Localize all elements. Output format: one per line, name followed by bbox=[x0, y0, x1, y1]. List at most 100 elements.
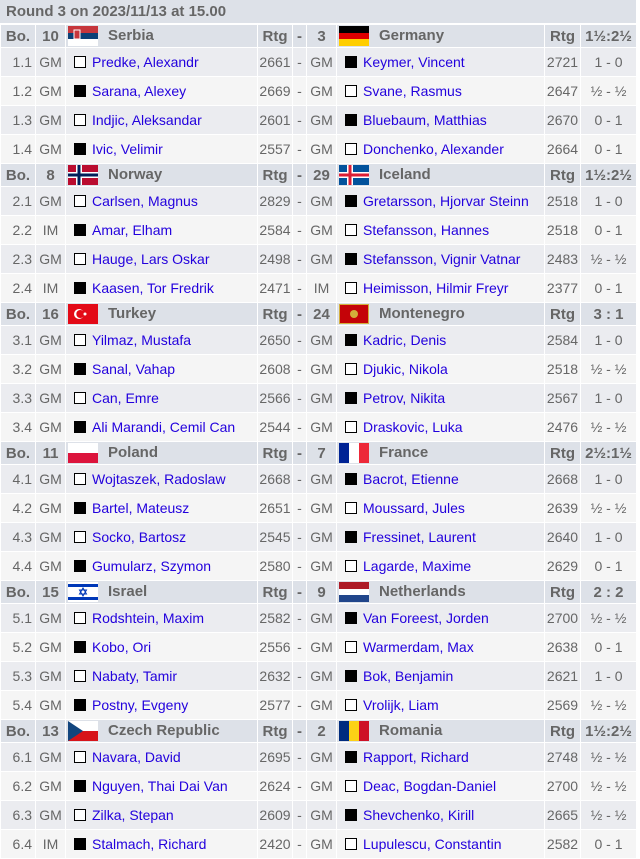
player2-link[interactable]: Stefansson, Hannes bbox=[363, 222, 490, 238]
player2-link[interactable]: Djukic, Nikola bbox=[363, 361, 448, 377]
player2-link[interactable]: Donchenko, Alexander bbox=[363, 141, 504, 157]
player2-rating: 2640 bbox=[544, 522, 581, 552]
player2-link[interactable]: Keymer, Vincent bbox=[363, 54, 465, 70]
player1-rating: 2498 bbox=[257, 244, 293, 274]
player1-link[interactable]: Socko, Bartosz bbox=[92, 529, 187, 545]
player1-rating: 2608 bbox=[257, 354, 293, 384]
player2-title: IM bbox=[306, 273, 337, 303]
player2-rating: 2638 bbox=[544, 632, 581, 662]
player1-link[interactable]: Postny, Evgeny bbox=[92, 697, 189, 713]
board-label: Bo. bbox=[0, 580, 36, 604]
player2-rating: 2721 bbox=[544, 47, 581, 77]
game-row: 2.4 IM Kaasen, Tor Fredrik 2471 - IM Hei… bbox=[0, 273, 637, 303]
board-number: 4.4 bbox=[0, 551, 36, 581]
player1-link[interactable]: Nguyen, Thai Dai Van bbox=[92, 778, 228, 794]
player2-link[interactable]: Draskovic, Luka bbox=[363, 419, 463, 435]
player2-link[interactable]: Stefansson, Vignir Vatnar bbox=[363, 251, 521, 267]
player2-link[interactable]: Lupulescu, Constantin bbox=[363, 836, 502, 852]
white-piece-icon bbox=[345, 224, 357, 236]
player1-link[interactable]: Sanal, Vahap bbox=[92, 361, 176, 377]
player2-link[interactable]: Svane, Rasmus bbox=[363, 83, 462, 99]
white-piece-icon bbox=[74, 253, 86, 265]
player1-rating: 2651 bbox=[257, 493, 293, 523]
player1-link[interactable]: Gumularz, Szymon bbox=[92, 558, 212, 574]
player1-link[interactable]: Ali Marandi, Cemil Can bbox=[92, 419, 236, 435]
dash: - bbox=[292, 522, 307, 552]
player1-link[interactable]: Wojtaszek, Radoslaw bbox=[92, 471, 226, 487]
player1-link[interactable]: Sarana, Alexey bbox=[92, 83, 187, 99]
white-piece-icon bbox=[74, 670, 86, 682]
player1-link[interactable]: Hauge, Lars Oskar bbox=[92, 251, 210, 267]
player2-link[interactable]: Bok, Benjamin bbox=[363, 668, 454, 684]
game-row: 5.2 GM Kobo, Ori 2556 - GM Warmerdam, Ma… bbox=[0, 632, 637, 662]
player2-link[interactable]: Fressinet, Laurent bbox=[363, 529, 476, 545]
player2-rating: 2639 bbox=[544, 493, 581, 523]
player2-link[interactable]: Heimisson, Hilmir Freyr bbox=[363, 280, 509, 296]
game-row: 3.1 GM Yilmaz, Mustafa 2650 - GM Kadric,… bbox=[0, 325, 637, 355]
dash: - bbox=[292, 325, 307, 355]
player1-rating: 2601 bbox=[257, 105, 293, 135]
dash: - bbox=[292, 186, 307, 216]
player2-title: GM bbox=[306, 383, 337, 413]
player1-link[interactable]: Bartel, Mateusz bbox=[92, 500, 190, 516]
white-piece-icon bbox=[345, 560, 357, 572]
rating-label: Rtg bbox=[544, 441, 581, 465]
white-piece-icon bbox=[74, 531, 86, 543]
game-result: 1 - 0 bbox=[580, 47, 637, 77]
team2-name: Romania bbox=[379, 721, 443, 739]
player1-link[interactable]: Ivic, Velimir bbox=[92, 141, 163, 157]
player2-rating: 2518 bbox=[544, 354, 581, 384]
dash: - bbox=[292, 105, 307, 135]
player2-link[interactable]: Warmerdam, Max bbox=[363, 639, 474, 655]
player1-link[interactable]: Navara, David bbox=[92, 749, 181, 765]
player1-link[interactable]: Rodshtein, Maxim bbox=[92, 610, 205, 626]
player2-link[interactable]: Bluebaum, Matthias bbox=[363, 112, 487, 128]
player2-title: GM bbox=[306, 105, 337, 135]
black-piece-icon bbox=[74, 363, 86, 375]
board-number: 2.1 bbox=[0, 186, 36, 216]
player1-link[interactable]: Yilmaz, Mustafa bbox=[92, 332, 192, 348]
player2-link[interactable]: Gretarsson, Hjorvar Steinn bbox=[363, 193, 529, 209]
player2-link[interactable]: Bacrot, Etienne bbox=[363, 471, 459, 487]
player2-link[interactable]: Rapport, Richard bbox=[363, 749, 469, 765]
player2-link[interactable]: Vrolijk, Liam bbox=[363, 697, 439, 713]
match-result: 2½:1½ bbox=[580, 441, 637, 465]
player1-link[interactable]: Amar, Elham bbox=[92, 222, 173, 238]
dash: - bbox=[292, 603, 307, 633]
player2-link[interactable]: Van Foreest, Jorden bbox=[363, 610, 489, 626]
player1-title: GM bbox=[35, 383, 66, 413]
player1-title: GM bbox=[35, 134, 66, 164]
game-result: 0 - 1 bbox=[580, 551, 637, 581]
player2-link[interactable]: Kadric, Denis bbox=[363, 332, 447, 348]
player1-link[interactable]: Indjic, Aleksandar bbox=[92, 112, 202, 128]
player2-title: GM bbox=[306, 215, 337, 245]
game-row: 5.1 GM Rodshtein, Maxim 2582 - GM Van Fo… bbox=[0, 603, 637, 633]
game-result: ½ - ½ bbox=[580, 603, 637, 633]
player1-link[interactable]: Predke, Alexandr bbox=[92, 54, 199, 70]
player2-link[interactable]: Shevchenko, Kirill bbox=[363, 807, 475, 823]
player2-link[interactable]: Deac, Bogdan-Daniel bbox=[363, 778, 497, 794]
player2-title: GM bbox=[306, 244, 337, 274]
player1-link[interactable]: Stalmach, Richard bbox=[92, 836, 207, 852]
player1-link[interactable]: Kaasen, Tor Fredrik bbox=[92, 280, 214, 296]
player1-link[interactable]: Can, Emre bbox=[92, 390, 159, 406]
player2-title: GM bbox=[306, 829, 337, 859]
player1-link[interactable]: Nabaty, Tamir bbox=[92, 668, 178, 684]
game-result: 0 - 1 bbox=[580, 632, 637, 662]
player1-link[interactable]: Carlsen, Magnus bbox=[92, 193, 198, 209]
player1-rating: 2609 bbox=[257, 800, 293, 830]
player2-link[interactable]: Lagarde, Maxime bbox=[363, 558, 472, 574]
player1-link[interactable]: Zilka, Stepan bbox=[92, 807, 174, 823]
rating-label: Rtg bbox=[544, 719, 581, 743]
player2-link[interactable]: Petrov, Nikita bbox=[363, 390, 446, 406]
player2-link[interactable]: Moussard, Jules bbox=[363, 500, 465, 516]
team2-name: Netherlands bbox=[379, 582, 466, 600]
black-piece-icon bbox=[345, 195, 357, 207]
player1-link[interactable]: Kobo, Ori bbox=[92, 639, 152, 655]
game-row: 2.2 IM Amar, Elham 2584 - GM Stefansson,… bbox=[0, 215, 637, 245]
match-header: Bo. 13 Czech Republic Rtg - 2 Romania Rt… bbox=[0, 719, 637, 743]
rating-label: Rtg bbox=[257, 580, 293, 604]
dash: - bbox=[292, 632, 307, 662]
white-piece-icon bbox=[74, 473, 86, 485]
round-title: Round 3 on 2023/11/13 at 15.00 bbox=[0, 0, 636, 24]
